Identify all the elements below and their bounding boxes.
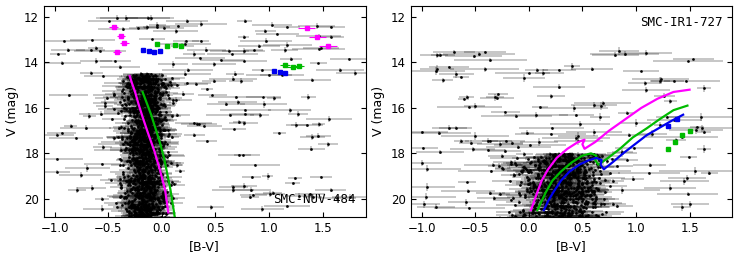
X-axis label: [B-V]: [B-V] [190, 240, 220, 254]
Y-axis label: V (mag): V (mag) [6, 86, 18, 136]
X-axis label: [B-V]: [B-V] [556, 240, 587, 254]
Text: SMC-NUV-484: SMC-NUV-484 [273, 193, 356, 206]
Y-axis label: V (mag): V (mag) [373, 86, 385, 136]
Text: SMC-IR1-727: SMC-IR1-727 [641, 16, 723, 29]
